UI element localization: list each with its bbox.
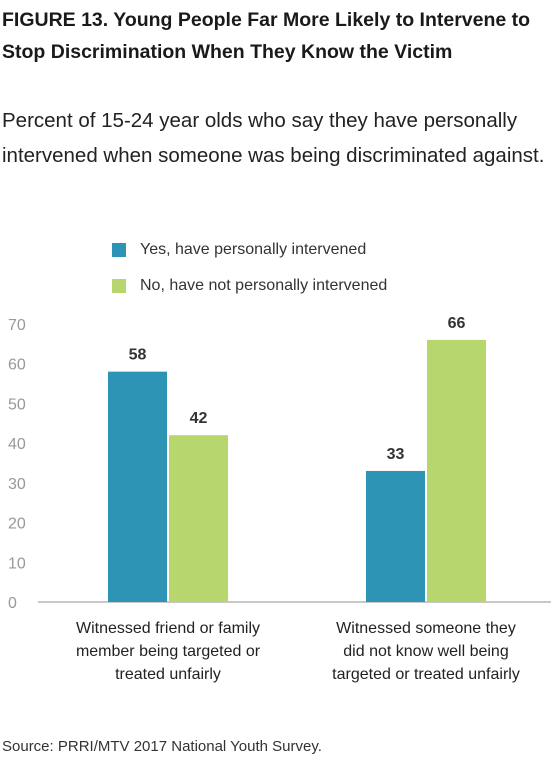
category-label-friend-family: Witnessed friend or family member being … <box>75 620 261 683</box>
value-label-no-cat0: 42 <box>190 410 208 427</box>
y-tick-label-60: 60 <box>8 357 26 374</box>
bar-chart: 0 10 20 30 40 50 60 70 58 42 33 66 <box>8 315 551 610</box>
y-tick-label-70: 70 <box>8 317 26 334</box>
bar-yes-cat0 <box>108 371 167 602</box>
bar-yes-cat1 <box>366 470 425 602</box>
y-tick-label-10: 10 <box>8 555 26 572</box>
legend-swatch-no <box>112 279 126 293</box>
value-label-yes-cat1: 33 <box>387 446 405 463</box>
category-label-stranger: Witnessed someone they did not know well… <box>332 620 520 683</box>
y-tick-label-30: 30 <box>8 476 26 493</box>
legend-swatch-yes <box>112 243 126 257</box>
value-label-no-cat1: 66 <box>448 315 466 332</box>
bar-no-cat1 <box>427 339 486 602</box>
legend: Yes, have personally intervened No, have… <box>112 232 387 304</box>
y-tick-label-50: 50 <box>8 396 26 413</box>
chart-subtitle: Percent of 15-24 year olds who say they … <box>2 109 545 167</box>
legend-item-yes: Yes, have personally intervened <box>112 232 387 268</box>
legend-label-yes: Yes, have personally intervened <box>140 241 367 258</box>
y-tick-label-40: 40 <box>8 436 26 453</box>
source-note: Source: PRRI/MTV 2017 National Youth Sur… <box>2 738 322 755</box>
y-tick-label-0: 0 <box>8 595 17 610</box>
y-tick-label-20: 20 <box>8 516 26 533</box>
bar-no-cat0 <box>169 435 228 602</box>
value-label-yes-cat0: 58 <box>129 347 147 364</box>
legend-label-no: No, have not personally intervened <box>140 277 388 294</box>
legend-item-no: No, have not personally intervened <box>112 268 387 304</box>
chart-title: FIGURE 13. Young People Far More Likely … <box>2 9 531 63</box>
